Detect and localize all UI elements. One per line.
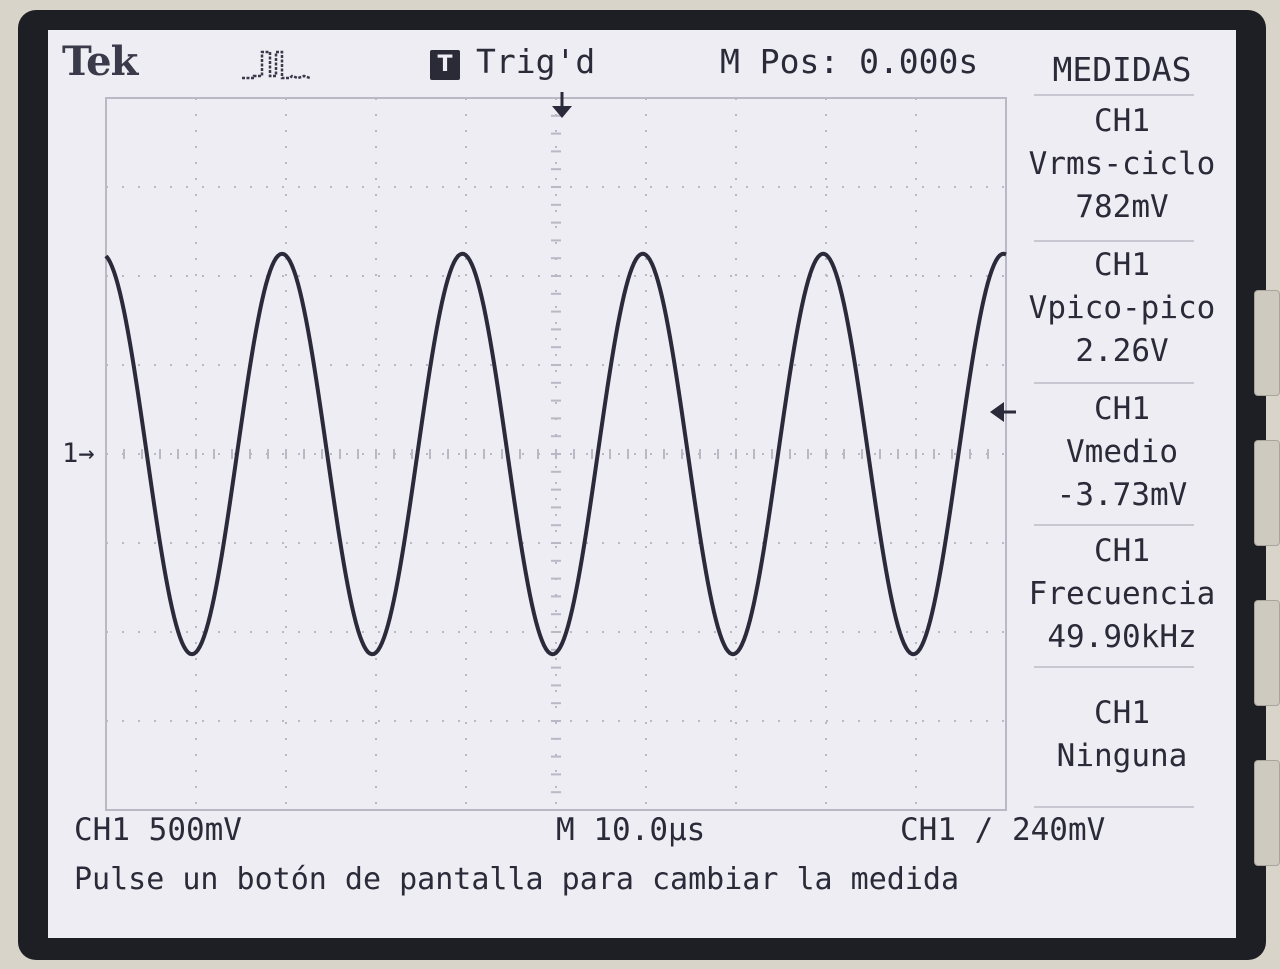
- menu-divider: [1034, 94, 1194, 96]
- ch1-waveform-trace: [104, 251, 1007, 657]
- menu-divider: [1034, 382, 1194, 384]
- measurement-channel: CH1: [1094, 533, 1150, 569]
- graticule-grid: [105, 97, 1007, 811]
- menu-divider: [1034, 524, 1194, 526]
- trigger-status: Trig'd: [476, 42, 596, 81]
- measurement-button-3[interactable]: CH1 Vmedio -3.73mV: [1024, 388, 1220, 517]
- oscilloscope-screen: Tek T Trig'd M Pos: 0.000s 1→ MEDIDAS CH…: [48, 30, 1236, 938]
- measurement-name: Ninguna: [1056, 738, 1188, 774]
- brand-logo: Tek: [62, 38, 138, 85]
- measurement-value: 2.26V: [1075, 333, 1169, 369]
- measurement-value: -3.73mV: [1056, 477, 1188, 513]
- menu-title: MEDIDAS: [1052, 50, 1192, 89]
- menu-divider: [1034, 666, 1194, 668]
- measurement-channel: CH1: [1094, 391, 1150, 427]
- measurement-channel: CH1: [1094, 103, 1150, 139]
- trigger-position-marker: [552, 92, 572, 118]
- timebase-readout: M 10.0µs: [556, 812, 706, 848]
- measurement-button-5[interactable]: CH1 Ninguna: [1024, 692, 1220, 778]
- option-button-3[interactable]: [1254, 600, 1280, 706]
- trigger-level-marker: [990, 402, 1016, 422]
- option-button-2[interactable]: [1254, 440, 1280, 546]
- ch1-vertical-scale: CH1 500mV: [74, 812, 242, 848]
- ch1-ground-marker: 1→: [62, 438, 95, 469]
- waveform-display: [104, 92, 1016, 811]
- trigger-readout: CH1 ∕ 240mV: [900, 812, 1106, 848]
- measurement-button-2[interactable]: CH1 Vpico-pico 2.26V: [1024, 244, 1220, 373]
- measurement-name: Vmedio: [1066, 434, 1178, 470]
- menu-divider: [1034, 240, 1194, 242]
- measurement-channel: CH1: [1094, 247, 1150, 283]
- measurement-name: Vpico-pico: [1028, 290, 1216, 326]
- measurement-name: Vrms-ciclo: [1028, 146, 1216, 182]
- measurement-channel: CH1: [1094, 695, 1150, 731]
- measurement-button-1[interactable]: CH1 Vrms-ciclo 782mV: [1024, 100, 1220, 229]
- acquisition-pulse-icon: [242, 50, 311, 80]
- trigger-status-badge: T: [430, 50, 460, 80]
- option-button-1[interactable]: [1254, 290, 1280, 396]
- option-button-4[interactable]: [1254, 760, 1280, 866]
- horizontal-position: M Pos: 0.000s: [720, 42, 979, 81]
- measurement-menu: MEDIDAS CH1 Vrms-ciclo 782mV CH1 Vpico-p…: [1024, 50, 1220, 820]
- measurement-value: 782mV: [1075, 189, 1169, 225]
- menu-divider: [1034, 806, 1194, 808]
- measurement-name: Frecuencia: [1028, 576, 1216, 612]
- help-message: Pulse un botón de pantalla para cambiar …: [74, 862, 960, 897]
- measurement-button-4[interactable]: CH1 Frecuencia 49.90kHz: [1024, 530, 1220, 659]
- measurement-value: 49.90kHz: [1047, 619, 1197, 655]
